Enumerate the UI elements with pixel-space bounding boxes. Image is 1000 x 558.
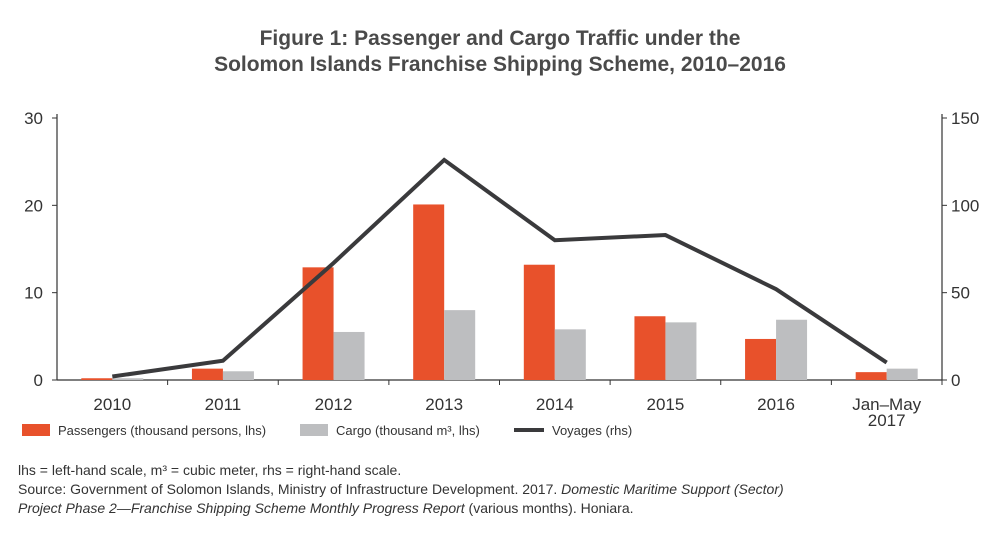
passengers-bar bbox=[81, 378, 113, 380]
right-axis-tick-label: 150 bbox=[951, 109, 979, 128]
cargo-bar bbox=[776, 319, 808, 380]
source-report-title-part-1: Domestic Maritime Support (Sector) bbox=[561, 481, 784, 497]
right-axis-tick-label: 0 bbox=[951, 371, 960, 390]
passengers-bar bbox=[523, 264, 555, 380]
left-axis-tick-label: 10 bbox=[24, 284, 43, 303]
chart-canvas: 0 10 20 30 0 50 100 150 2010 2011 2012 2013 2014 2015… bbox=[22, 109, 979, 438]
cargo-bar bbox=[444, 310, 476, 380]
cargo-bar bbox=[333, 331, 365, 380]
source-text: Source: Government of Solomon Islands, M… bbox=[18, 481, 562, 497]
legend-voyages-label: Voyages (rhs) bbox=[552, 423, 632, 438]
x-axis-tick-label: 2011 bbox=[205, 395, 242, 414]
passengers-bar bbox=[745, 338, 777, 380]
x-axis-tick-label: 2014 bbox=[536, 395, 574, 414]
x-axis-tick-label: 2013 bbox=[425, 395, 463, 414]
x-axis-tick-label: 2012 bbox=[315, 395, 353, 414]
passengers-bar bbox=[413, 204, 445, 380]
passengers-bar bbox=[634, 316, 666, 380]
x-axis-tick-label: 2015 bbox=[647, 395, 685, 414]
cargo-bar bbox=[665, 322, 697, 380]
legend-passengers-swatch bbox=[22, 424, 50, 436]
right-axis-tick-label: 50 bbox=[951, 284, 970, 303]
x-axis-tick-label: 2016 bbox=[757, 395, 795, 414]
voyages-line bbox=[112, 157, 888, 379]
cargo-bar bbox=[886, 368, 918, 380]
chart-title-line-2: Solomon Islands Franchise Shipping Schem… bbox=[214, 53, 786, 76]
legend-passengers-label: Passengers (thousand persons, lhs) bbox=[58, 423, 266, 438]
cargo-bar bbox=[112, 378, 144, 380]
source-note-line-1: Source: Government of Solomon Islands, M… bbox=[18, 480, 784, 498]
x-axis-tick-label: 2017 bbox=[868, 411, 906, 430]
cargo-bar bbox=[222, 371, 254, 380]
legend-cargo-label: Cargo (thousand m³, lhs) bbox=[336, 423, 480, 438]
left-axis-tick-label: 30 bbox=[24, 109, 43, 128]
source-report-title-part-2: Project Phase 2—Franchise Shipping Schem… bbox=[18, 500, 465, 516]
cargo-bar bbox=[554, 329, 586, 380]
chart-title-line-1: Figure 1: Passenger and Cargo Traffic un… bbox=[259, 27, 741, 50]
left-axis-tick-label: 20 bbox=[24, 196, 43, 215]
passengers-bar bbox=[855, 372, 887, 380]
left-axis-tick-label: 0 bbox=[34, 371, 43, 390]
x-axis-tick-label: Jan–May bbox=[852, 395, 921, 414]
source-location: (various months). Honiara. bbox=[464, 500, 634, 516]
passengers-bar bbox=[191, 368, 223, 380]
abbreviations-note: lhs = left-hand scale, m³ = cubic meter,… bbox=[18, 462, 402, 478]
right-axis-tick-label: 100 bbox=[951, 196, 979, 215]
legend-cargo-swatch bbox=[300, 424, 328, 436]
x-axis-tick-label: 2010 bbox=[93, 395, 131, 414]
source-note-line-2: Project Phase 2—Franchise Shipping Schem… bbox=[18, 499, 634, 517]
